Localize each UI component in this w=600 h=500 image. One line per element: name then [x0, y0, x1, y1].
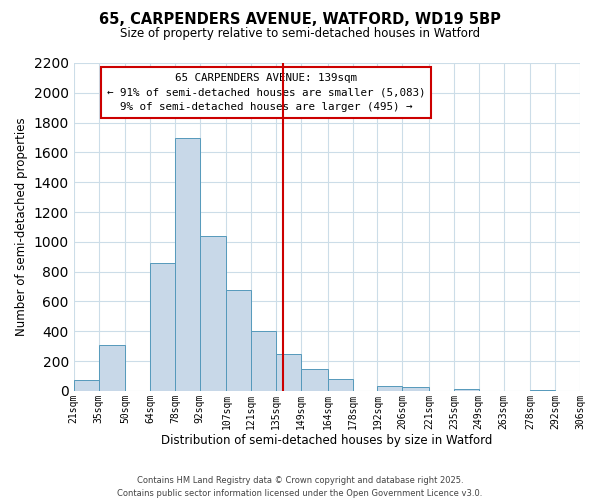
Bar	[276, 354, 301, 391]
Bar	[150, 262, 175, 391]
Bar	[454, 388, 479, 391]
Text: Size of property relative to semi-detached houses in Watford: Size of property relative to semi-detach…	[120, 28, 480, 40]
Bar	[175, 138, 200, 391]
Bar	[251, 332, 276, 391]
Text: 65 CARPENDERS AVENUE: 139sqm
← 91% of semi-detached houses are smaller (5,083)
9: 65 CARPENDERS AVENUE: 139sqm ← 91% of se…	[107, 73, 425, 112]
Bar	[530, 390, 555, 391]
Bar	[226, 290, 251, 391]
X-axis label: Distribution of semi-detached houses by size in Watford: Distribution of semi-detached houses by …	[161, 434, 493, 448]
Bar	[301, 370, 328, 391]
Text: 65, CARPENDERS AVENUE, WATFORD, WD19 5BP: 65, CARPENDERS AVENUE, WATFORD, WD19 5BP	[99, 12, 501, 28]
Bar	[74, 380, 98, 391]
Y-axis label: Number of semi-detached properties: Number of semi-detached properties	[15, 118, 28, 336]
Bar	[98, 346, 125, 391]
Bar	[200, 236, 226, 391]
Bar	[403, 387, 429, 391]
Text: Contains HM Land Registry data © Crown copyright and database right 2025.
Contai: Contains HM Land Registry data © Crown c…	[118, 476, 482, 498]
Bar	[377, 386, 403, 391]
Bar	[328, 379, 353, 391]
